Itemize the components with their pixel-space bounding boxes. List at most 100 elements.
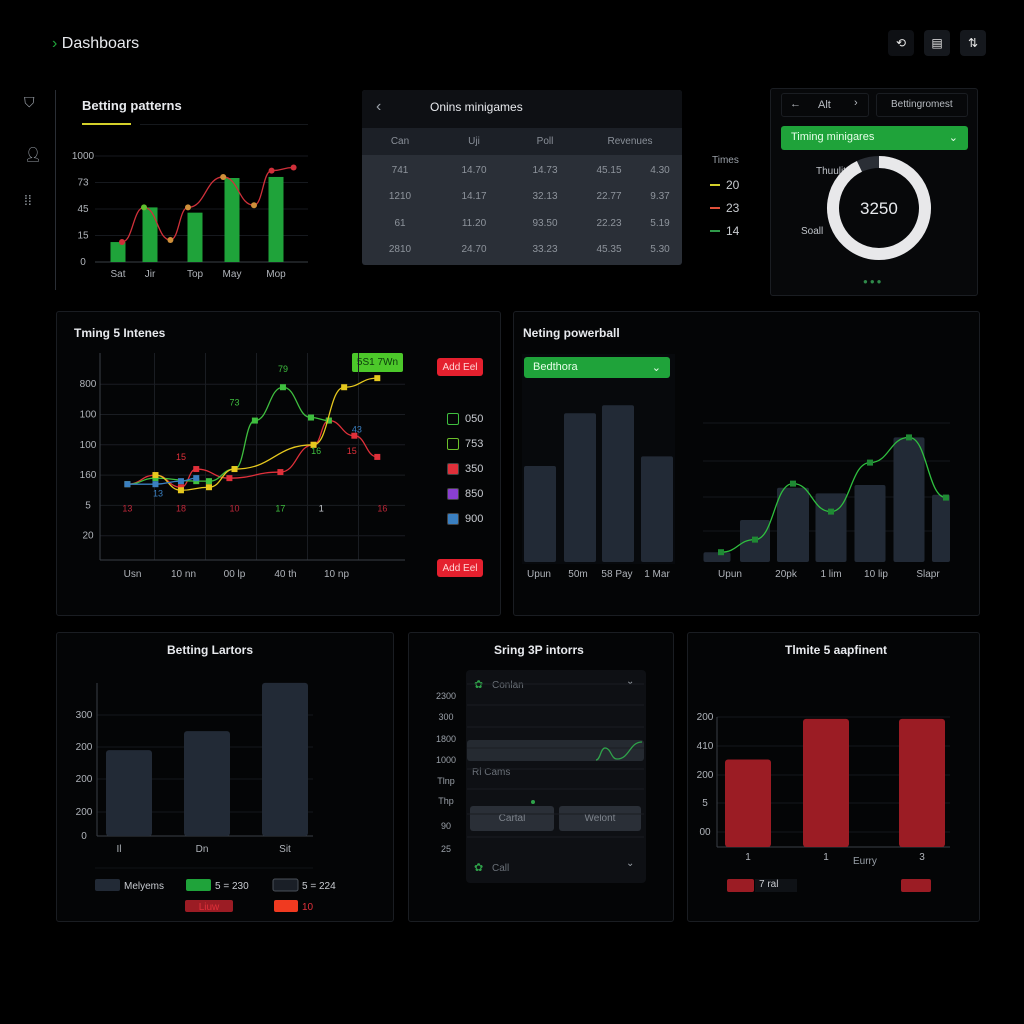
table-row[interactable]: 1210 14.17 32.13 22.77 9.37 — [362, 184, 682, 211]
line-point[interactable] — [185, 204, 191, 211]
highlight-band — [467, 740, 644, 761]
table-title: Onins minigames — [430, 100, 523, 114]
betting-patterns-title: Betting patterns — [82, 98, 182, 113]
table-cell: 22.77 — [596, 191, 622, 203]
line-point[interactable] — [119, 239, 125, 246]
nav-group: ← Alt › — [781, 93, 869, 117]
chevron-down-icon: ⌄ — [948, 132, 958, 144]
next-button[interactable]: › — [854, 97, 858, 109]
column-header[interactable]: Can — [390, 136, 410, 147]
add-button-top[interactable]: Add Eel — [437, 358, 483, 376]
timing-dropdown[interactable]: Timing minigares ⌄ — [781, 126, 968, 150]
table-row[interactable]: 741 14.70 14.73 45.15 4.30 — [362, 157, 682, 184]
legend-item[interactable]: 850 — [447, 488, 483, 500]
timite-title: Tlmite 5 aapfinent — [785, 643, 888, 657]
save-icon[interactable]: ▤ — [924, 30, 950, 56]
user-icon[interactable]: 👤︎ — [24, 146, 42, 162]
line-point[interactable] — [141, 204, 147, 211]
legend-label: 350 — [465, 463, 484, 475]
table-cell: 5.30 — [650, 244, 670, 256]
shield-icon[interactable]: ⛉ — [24, 94, 35, 110]
row-conlan[interactable]: Conlan — [492, 680, 524, 691]
table-cell: 61 — [394, 217, 406, 229]
legend-label: 050 — [465, 413, 484, 425]
row-call[interactable]: Call — [492, 863, 510, 874]
timing-title: Tming 5 Intenes — [74, 326, 166, 340]
pager-dots[interactable]: ●●● — [863, 277, 884, 286]
y-tick-label: 0 — [80, 257, 86, 268]
y-tick-label: 73 — [77, 178, 89, 189]
line-point[interactable] — [220, 173, 227, 180]
grid-icon[interactable]: ⁞⁞ — [24, 192, 32, 208]
column-header[interactable]: Poll — [536, 136, 554, 147]
legend-item[interactable]: 050 — [447, 413, 483, 425]
minigames-table: ‹ Onins minigames Can Uji Poll Revenues … — [362, 90, 682, 265]
dropdown-value: Timing minigares — [791, 131, 875, 143]
legend-label: 850 — [465, 488, 484, 500]
x-tick-label: Mop — [266, 269, 286, 280]
x-tick-label: Top — [187, 269, 204, 280]
timing-panel — [56, 311, 501, 616]
table-body: 741 14.70 14.73 45.15 4.30 1210 14.17 32.13 22.7… — [362, 155, 682, 263]
table-cell: 93.50 — [532, 217, 558, 229]
bar[interactable] — [142, 207, 158, 262]
legend-item: 20 — [710, 178, 739, 192]
legend-swatch — [727, 879, 754, 892]
lartors-panel — [56, 632, 394, 922]
back-button[interactable]: ‹ — [376, 98, 382, 115]
legend-value: 14 — [726, 224, 740, 238]
legend-item[interactable]: 350 — [447, 463, 483, 475]
line-point[interactable] — [290, 164, 297, 171]
lartors-title: Betting Lartors — [167, 643, 254, 657]
gauge-label-bottom: Soall — [801, 226, 824, 237]
column-header[interactable]: Uji — [468, 136, 480, 147]
sidebar-divider — [55, 90, 56, 290]
table-row[interactable]: 61 11.20 93.50 22.23 5.19 — [362, 210, 682, 237]
chevron-down-icon[interactable]: ⌄ — [626, 676, 635, 687]
chevron-down-icon[interactable]: ⌄ — [626, 858, 635, 869]
line-point[interactable] — [167, 236, 174, 243]
minigame-widget: ← Alt › Bettingromest Timing minigares ⌄ … — [770, 88, 978, 296]
bar[interactable] — [268, 176, 284, 262]
tab-bettingromest[interactable]: Bettingromest — [876, 93, 968, 117]
legend-value: 23 — [726, 201, 740, 215]
spring-title: Sring 3P intorrs — [494, 643, 584, 657]
bar[interactable] — [224, 178, 240, 262]
table-cell: 32.13 — [532, 191, 558, 203]
table-row[interactable]: 2810 24.70 33.23 45.35 5.30 — [362, 237, 682, 264]
table-cell: 11.20 — [461, 217, 487, 229]
table-cell: 5.19 — [650, 217, 670, 229]
filter-icon[interactable]: ⇅ — [960, 30, 986, 56]
table-cell: 2810 — [388, 244, 412, 256]
add-button-bottom[interactable]: Add Eel — [437, 559, 483, 577]
legend-swatch — [447, 463, 459, 475]
table-cell: 14.17 — [461, 191, 487, 203]
legend-swatch — [710, 184, 720, 186]
legend-item[interactable]: 900 — [447, 513, 483, 525]
y-tick-label: 1000 — [72, 151, 95, 162]
table-cell: 1210 — [388, 191, 412, 203]
bar[interactable] — [110, 242, 126, 262]
dropdown-value: Bedthora — [533, 361, 578, 373]
leaf-icon: ✿ — [474, 679, 484, 691]
confirm-button[interactable]: Welont — [559, 806, 641, 831]
line-point[interactable] — [251, 202, 257, 209]
y-tick-label: 15 — [77, 231, 89, 242]
spring-card — [466, 670, 646, 883]
legend-item[interactable]: 753 — [447, 438, 483, 450]
legend-item: 23 — [710, 201, 739, 215]
legend-item: 14 — [710, 224, 739, 238]
table-cell: 24.70 — [461, 244, 487, 256]
refresh-icon[interactable]: ⟲ — [888, 30, 914, 56]
cancel-button[interactable]: Cartal — [470, 806, 554, 831]
powerball-dropdown[interactable]: Bedthora ⌄ — [524, 357, 670, 378]
column-header[interactable]: Revenues — [607, 136, 653, 147]
prev-button[interactable]: ← — [790, 98, 801, 110]
table-cell: 9.37 — [650, 191, 670, 203]
bar[interactable] — [187, 212, 203, 262]
legend-swatch — [447, 513, 459, 525]
gauge-value: 3250 — [860, 199, 898, 218]
trend-line — [121, 166, 294, 243]
legend-swatch — [447, 438, 459, 450]
line-point[interactable] — [268, 167, 275, 174]
